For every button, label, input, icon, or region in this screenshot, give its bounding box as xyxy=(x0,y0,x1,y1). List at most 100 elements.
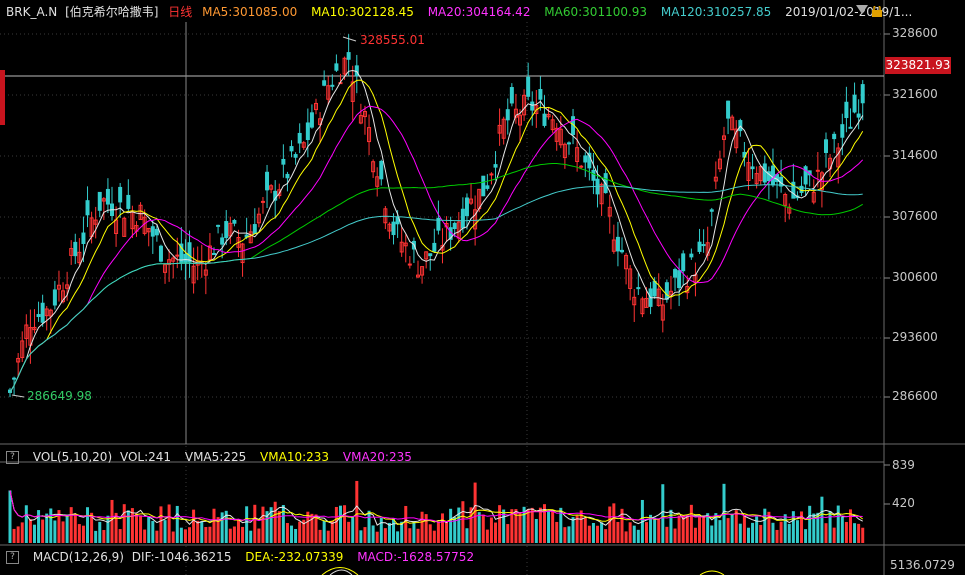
volume-bar xyxy=(836,505,840,543)
candle-body xyxy=(758,166,763,182)
candle-body xyxy=(36,314,41,318)
candle-body xyxy=(12,377,17,380)
volume-bar xyxy=(41,519,45,543)
volume-bar xyxy=(714,513,718,543)
candle-body xyxy=(493,164,498,168)
candle-body xyxy=(579,165,584,168)
volume-bar xyxy=(783,514,787,543)
candle-body xyxy=(371,161,376,173)
candle-body xyxy=(681,253,686,272)
candle-body xyxy=(260,200,265,203)
candle-body xyxy=(16,357,21,363)
macd-title: MACD(12,26,9) xyxy=(32,550,124,564)
ma20-value: MA20:304164.42 xyxy=(427,5,531,19)
candle-body xyxy=(269,185,274,190)
high-price-label: 328555.01 xyxy=(360,33,425,47)
candle-body xyxy=(587,152,592,169)
period-label[interactable]: 日线 xyxy=(168,5,193,19)
candle-body xyxy=(203,269,208,276)
volume-bar xyxy=(751,522,755,543)
macd-panel-header: ? MACD(12,26,9) DIF:-1046.36215 DEA:-232… xyxy=(6,546,484,568)
volume-bar xyxy=(759,524,763,543)
volume-bar xyxy=(73,514,77,543)
volume-bar xyxy=(412,521,416,543)
macd-dea-line xyxy=(699,570,725,575)
candle-body xyxy=(8,389,12,393)
volume-bar xyxy=(90,512,94,543)
candle-body xyxy=(118,186,123,203)
volume-bar xyxy=(106,515,110,543)
volume-bar xyxy=(53,520,57,543)
volume-bar xyxy=(338,505,342,543)
candle-body xyxy=(20,340,25,359)
volume-bar xyxy=(81,525,85,543)
volume-bar xyxy=(547,510,551,543)
lock-icon-svg xyxy=(872,4,882,17)
date-range[interactable]: 2019/01/02-2019/1... xyxy=(785,5,913,19)
candle-body xyxy=(277,189,282,197)
price-tick: 286600 xyxy=(892,389,938,403)
volume-bar xyxy=(102,530,106,543)
candle-body xyxy=(24,324,29,339)
candle-body xyxy=(97,191,102,211)
macd-help-icon[interactable]: ? xyxy=(6,551,19,564)
volume-bar xyxy=(853,523,857,543)
symbol-code[interactable]: BRK_A.N xyxy=(6,5,58,19)
candle-body xyxy=(840,124,845,138)
volume-bar xyxy=(277,511,281,543)
volume-bar xyxy=(155,530,159,543)
ma120-line xyxy=(9,184,863,393)
dropdown-triangle-icon[interactable] xyxy=(856,5,868,18)
volume-bar xyxy=(37,510,41,543)
volume-bar xyxy=(791,511,795,543)
candle-body xyxy=(354,65,359,77)
candle-body xyxy=(481,175,486,197)
volume-bar xyxy=(420,511,424,543)
candle-body xyxy=(77,251,82,264)
candle-body xyxy=(722,135,726,140)
volume-bar xyxy=(269,507,273,543)
volume-bar xyxy=(404,505,408,543)
volume-bar xyxy=(65,515,69,543)
volume-bar xyxy=(228,528,232,543)
candle-body xyxy=(375,176,380,187)
candle-body xyxy=(48,309,53,317)
volume-bar xyxy=(563,527,567,543)
volume-bar xyxy=(555,521,559,543)
volume-bar xyxy=(514,509,518,543)
candle-body xyxy=(334,63,339,71)
volume-bar xyxy=(261,506,265,543)
candle-body xyxy=(844,101,849,119)
volume-bar xyxy=(204,527,208,543)
candle-body xyxy=(652,280,657,297)
volume-bar xyxy=(273,501,277,543)
volume-bar xyxy=(208,526,212,543)
candle-body xyxy=(424,251,429,260)
volume-bar xyxy=(94,530,98,543)
candle-body xyxy=(668,290,673,296)
volume-bar xyxy=(485,529,489,543)
candle-body xyxy=(297,132,302,144)
volume-bar xyxy=(571,517,575,543)
candle-body xyxy=(301,142,306,148)
candle-body xyxy=(518,114,522,126)
lock-icon[interactable] xyxy=(872,4,882,20)
volume-bar xyxy=(212,508,216,543)
volume-bar xyxy=(355,480,359,543)
volume-bar xyxy=(861,527,865,543)
ma5-line xyxy=(9,69,864,393)
volume-bar xyxy=(702,515,706,543)
volume-bar xyxy=(147,516,151,543)
candle-body xyxy=(342,57,347,75)
volume-bar xyxy=(257,528,261,543)
candle-body xyxy=(248,231,253,244)
volume-bar xyxy=(718,520,722,543)
volume-bar xyxy=(392,518,396,543)
price-tick: 307600 xyxy=(892,209,938,223)
candle-body xyxy=(746,162,751,181)
candle-body xyxy=(252,224,257,235)
candle-body xyxy=(664,282,669,300)
volume-bar xyxy=(844,521,848,543)
volume-help-icon[interactable]: ? xyxy=(6,451,19,464)
